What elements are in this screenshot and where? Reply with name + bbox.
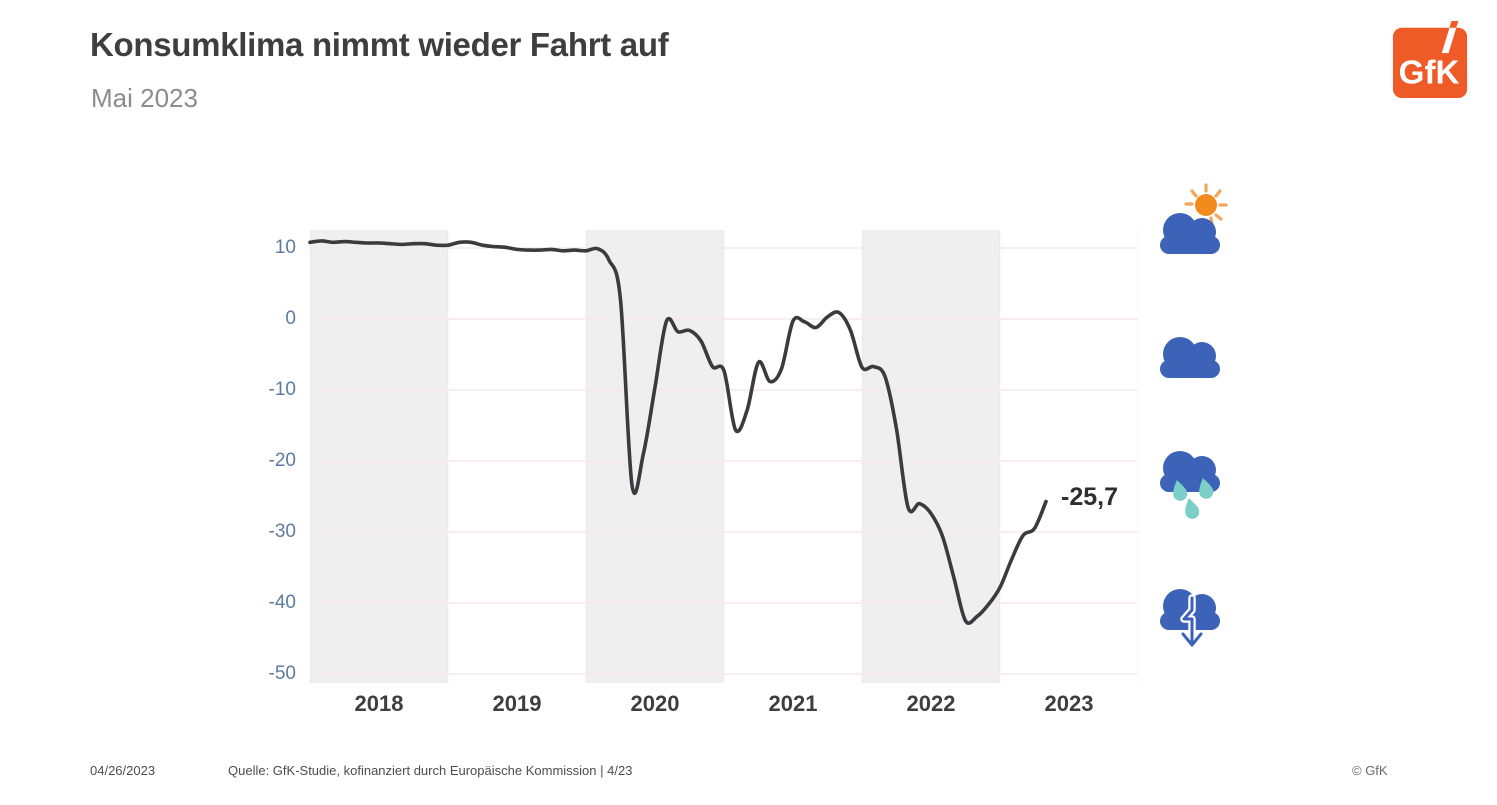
footer-copyright: © GfK <box>1352 763 1388 778</box>
gfk-logo: GfK <box>1392 20 1470 100</box>
x-tick-label: 2023 <box>1044 691 1094 716</box>
y-tick-label: -20 <box>268 450 296 471</box>
gfk-logo-text: GfK <box>1399 54 1460 91</box>
y-tick-label: 10 <box>274 237 296 258</box>
x-tick-label: 2019 <box>492 691 542 716</box>
chart-canvas <box>308 230 1139 683</box>
page-title: Konsumklima nimmt wieder Fahrt auf <box>90 26 669 63</box>
gfk-logo-icon: GfK <box>1392 20 1468 99</box>
cloud-icon <box>1150 322 1230 414</box>
latest-value-label: -25,7 <box>1061 483 1118 511</box>
x-tick-label: 2022 <box>906 691 956 716</box>
footer-source: Quelle: GfK-Studie, kofinanziert durch E… <box>228 763 633 778</box>
y-tick-label: -50 <box>268 663 296 684</box>
consumer-climate-line-chart <box>308 230 1139 683</box>
y-tick-label: -10 <box>268 379 296 400</box>
rain-cloud-icon <box>1150 440 1230 532</box>
x-tick-label: 2020 <box>630 691 680 716</box>
x-tick-label: 2021 <box>768 691 818 716</box>
page-subtitle: Mai 2023 <box>91 83 198 113</box>
sun-behind-cloud-icon <box>1150 182 1230 274</box>
x-tick-label: 2018 <box>354 691 404 716</box>
y-tick-label: 0 <box>285 308 296 329</box>
footer-date: 04/26/2023 <box>90 763 156 778</box>
y-tick-label: -30 <box>268 521 296 542</box>
consumer-climate-series-line <box>308 239 1048 625</box>
cloud-down-arrow-icon <box>1150 576 1230 668</box>
y-tick-label: -40 <box>268 592 296 613</box>
